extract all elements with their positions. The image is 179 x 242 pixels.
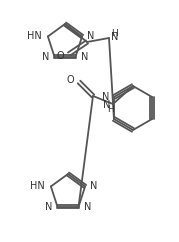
Text: N: N	[87, 31, 95, 41]
Text: N: N	[45, 202, 52, 212]
Text: N: N	[90, 182, 98, 191]
Text: N: N	[81, 52, 88, 61]
Text: HN: HN	[27, 31, 42, 41]
Text: N: N	[111, 32, 118, 42]
Text: N: N	[103, 100, 110, 110]
Text: O: O	[56, 51, 64, 61]
Text: H: H	[108, 106, 114, 114]
Text: H: H	[112, 30, 118, 38]
Text: N: N	[42, 52, 49, 61]
Text: HN: HN	[30, 182, 45, 191]
Text: O: O	[66, 75, 74, 85]
Text: N: N	[84, 202, 91, 212]
Text: N: N	[101, 92, 109, 102]
